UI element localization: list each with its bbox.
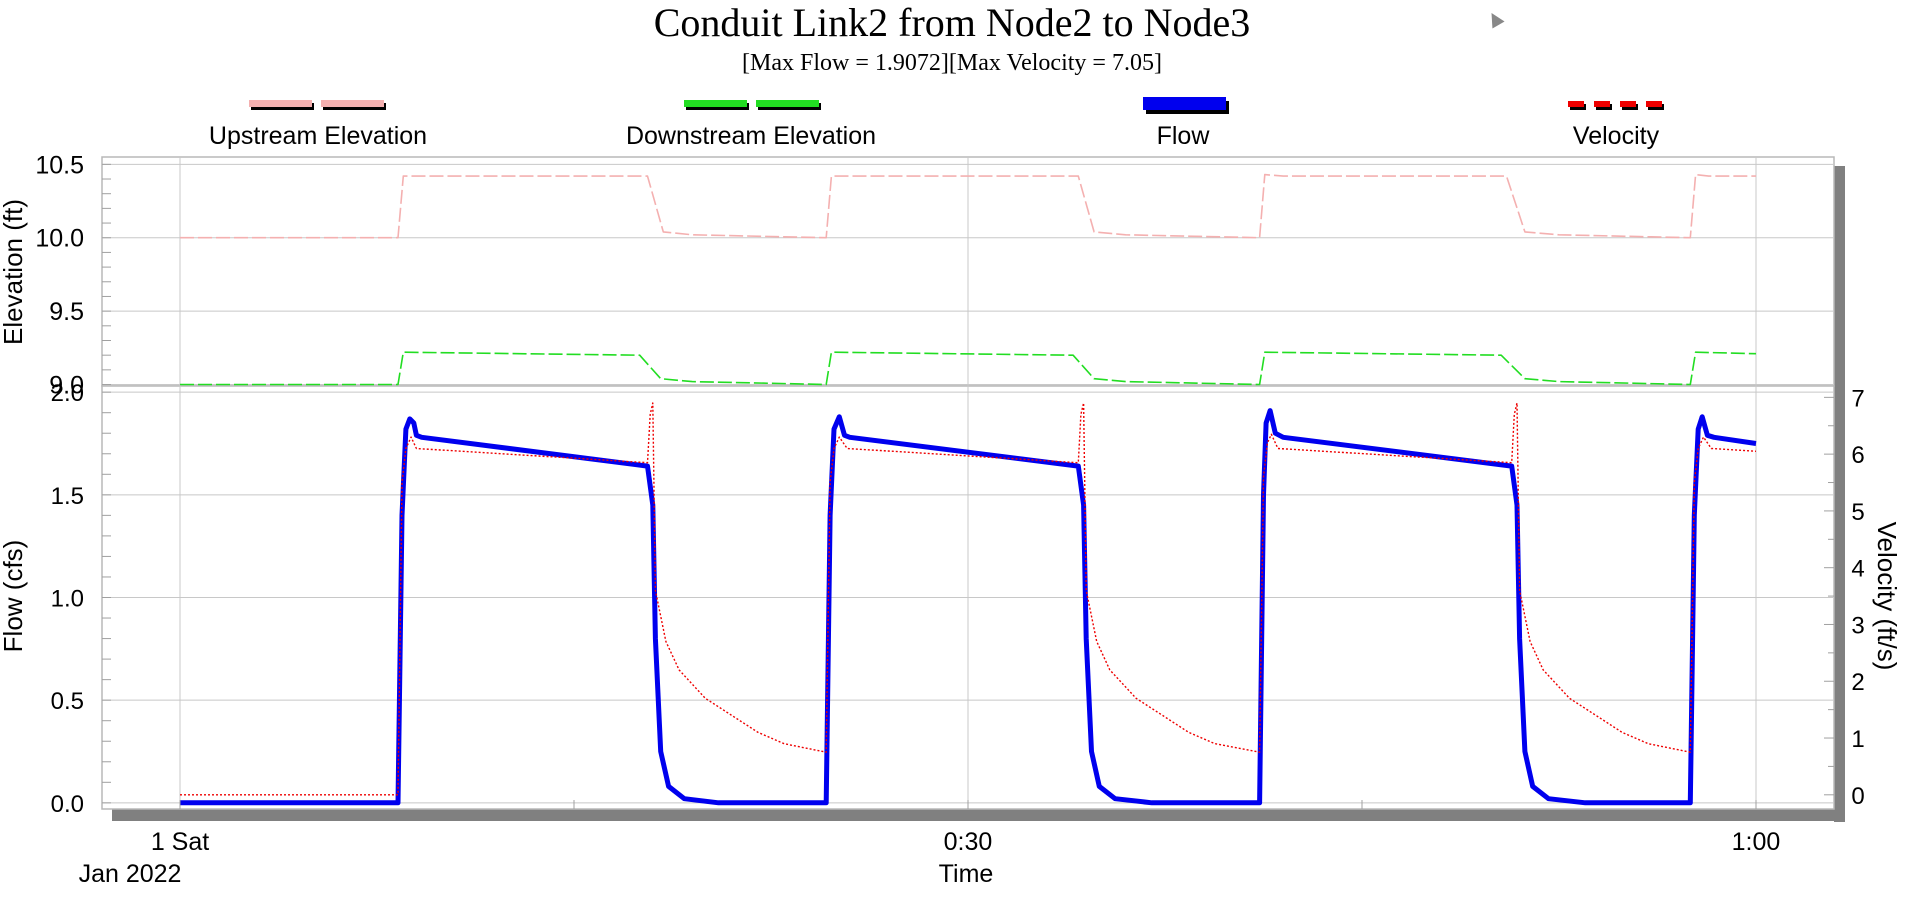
legend-item-flow: Flow xyxy=(1143,97,1229,150)
x-tick-label-1: 0:30 xyxy=(944,828,993,856)
x-tick-label-0: 1 Sat xyxy=(151,828,209,856)
legend-item-upstream-elevation: Upstream Elevation xyxy=(209,100,427,150)
series xyxy=(180,173,1757,806)
legend-label-upstream-elevation: Upstream Elevation xyxy=(209,122,427,150)
x-tick-label-2: 1:00 xyxy=(1732,828,1781,856)
y-tick-label-elevation-2: 10.0 xyxy=(35,225,84,253)
y-right-tick-label-0: 0 xyxy=(1851,783,1864,810)
series-upstream-elevation xyxy=(180,173,1756,239)
ticks: 9.0 9.5 10.0 10.5 0.0 0.5 1.0 1.5 2.0 0 1 2 3 4 5 6 7 1 S… xyxy=(35,151,1864,888)
y-tick-label-flow-3: 1.5 xyxy=(51,483,84,510)
x-tick-sublabel-0: Jan 2022 xyxy=(79,860,182,888)
chart-title: Conduit Link2 from Node2 to Node3 xyxy=(654,0,1251,45)
y-tick-label-flow-0: 0.0 xyxy=(51,791,84,818)
y-tick-label-elevation-3: 10.5 xyxy=(35,151,84,179)
y-tick-label-flow-1: 0.5 xyxy=(51,688,84,715)
legend-label-velocity: Velocity xyxy=(1573,122,1660,150)
y-right-tick-label-5: 5 xyxy=(1851,499,1864,526)
y-tick-label-elevation-0: 9.0 xyxy=(49,372,84,400)
plot-shadow-right xyxy=(1834,166,1845,822)
y-tick-label-elevation-1: 9.5 xyxy=(49,298,84,326)
legend-item-velocity: Velocity xyxy=(1568,101,1664,150)
series-downstream-elevation xyxy=(180,351,1757,386)
flow-axis-title: Flow (cfs) xyxy=(0,540,28,653)
legend: Upstream Elevation Downstream Elevation … xyxy=(209,97,1664,150)
plot-shadow-bottom xyxy=(112,809,1845,821)
y-right-tick-label-2: 2 xyxy=(1851,669,1864,696)
velocity-axis-title: Velocity (ft/s) xyxy=(1872,522,1902,671)
series-flow xyxy=(180,408,1757,806)
legend-item-downstream-elevation: Downstream Elevation xyxy=(626,100,876,150)
y-tick-label-flow-2: 1.0 xyxy=(51,586,84,613)
y-right-tick-label-7: 7 xyxy=(1851,385,1864,412)
elevation-axis-title: Elevation (ft) xyxy=(0,199,28,345)
x-axis-title: Time xyxy=(939,860,994,888)
y-right-tick-label-4: 4 xyxy=(1851,556,1864,583)
y-right-tick-label-6: 6 xyxy=(1851,442,1864,469)
y-right-tick-label-1: 1 xyxy=(1851,726,1864,753)
y-right-tick-label-3: 3 xyxy=(1851,612,1864,639)
legend-label-flow: Flow xyxy=(1157,122,1211,150)
chart-subtitle: [Max Flow = 1.9072][Max Velocity = 7.05] xyxy=(742,50,1162,76)
y-tick-label-flow-4: 2.0 xyxy=(51,380,84,407)
legend-label-downstream-elevation: Downstream Elevation xyxy=(626,122,876,150)
